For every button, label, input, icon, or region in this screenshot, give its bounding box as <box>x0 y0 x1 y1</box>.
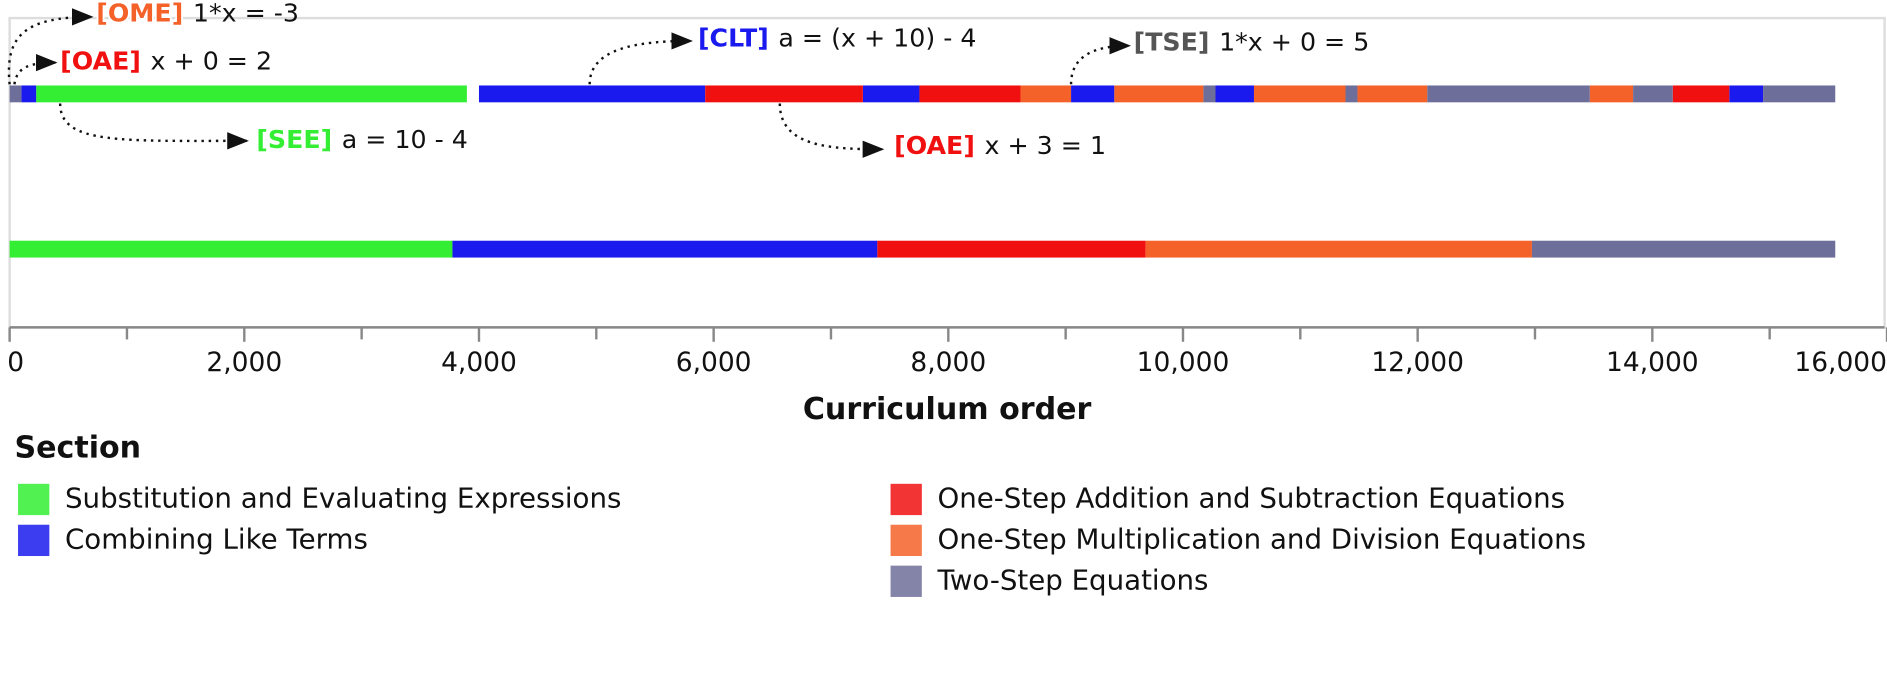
annotation-text: a = (x + 10) - 4 <box>778 24 976 53</box>
annotation-arrow <box>778 103 885 158</box>
x-tick-label: 12,000 <box>1371 347 1464 378</box>
curriculum-segment <box>1215 85 1254 103</box>
annotation: [CLT] a = (x + 10) - 4 <box>698 24 976 53</box>
baseline-segment <box>1531 240 1836 258</box>
x-tick-label: 4,000 <box>441 347 517 378</box>
x-tick-label: 6,000 <box>676 347 752 378</box>
curriculum-segment <box>919 85 1021 103</box>
annotation-text: a = 10 - 4 <box>342 125 468 154</box>
annotation-text: x + 0 = 2 <box>151 47 273 76</box>
x-axis-title: Curriculum order <box>803 392 1092 427</box>
curriculum-segment <box>1427 85 1590 103</box>
plot-frame <box>8 16 1886 329</box>
baseline-segment <box>452 240 878 258</box>
annotation: [SEE] a = 10 - 4 <box>256 125 468 154</box>
annotation-text: 1*x + 0 = 5 <box>1219 27 1369 56</box>
annotation-arrow <box>588 32 693 85</box>
annotation-arrow <box>58 103 249 150</box>
x-tick-label: 0 <box>7 347 24 378</box>
curriculum-segment <box>705 85 863 103</box>
legend-label: One-Step Addition and Subtraction Equati… <box>937 481 1565 514</box>
x-tick-label: 10,000 <box>1137 347 1230 378</box>
annotation-text: x + 3 = 1 <box>985 131 1107 160</box>
baseline-segment <box>877 240 1146 258</box>
annotation-arrow <box>1069 37 1131 85</box>
annotation-tag: [SEE] <box>256 125 332 154</box>
curriculum-segment <box>1253 85 1346 103</box>
curriculum-segment <box>1589 85 1634 103</box>
annotation-tag: [OAE] <box>60 47 141 76</box>
curriculum-segment <box>1763 85 1836 103</box>
legend-label: One-Step Multiplication and Division Equ… <box>937 522 1586 555</box>
curriculum-segment <box>9 85 22 103</box>
legend-swatch <box>890 483 922 516</box>
annotation-arrow <box>13 53 58 85</box>
curriculum-segment <box>1020 85 1072 103</box>
baseline-segment <box>1145 240 1532 258</box>
annotation: [OME] 1*x = -3 <box>96 0 299 27</box>
annotation-arrow <box>7 8 94 85</box>
legend-swatch <box>18 524 50 557</box>
curriculum-segment <box>1114 85 1204 103</box>
curriculum-segment <box>36 85 467 103</box>
legend-title: Section <box>14 430 141 465</box>
curriculum-segment <box>1729 85 1764 103</box>
legend-label: Combining Like Terms <box>65 522 368 555</box>
curriculum-segment <box>1345 85 1358 103</box>
legend-label: Two-Step Equations <box>936 563 1208 596</box>
legend-label: Substitution and Evaluating Expressions <box>65 481 621 514</box>
annotation-tag: [OME] <box>96 0 183 27</box>
annotation: [OAE] x + 3 = 1 <box>894 131 1106 160</box>
annotation: [TSE] 1*x + 0 = 5 <box>1134 27 1370 56</box>
legend-swatch <box>890 565 922 597</box>
legend-swatch <box>18 483 50 516</box>
curriculum-segment <box>1672 85 1730 103</box>
annotation-tag: [CLT] <box>698 24 769 53</box>
curriculum-segment <box>478 85 706 103</box>
curriculum-segment <box>862 85 920 103</box>
annotation-tag: [TSE] <box>1134 27 1210 56</box>
curriculum-segment <box>1203 85 1216 103</box>
annotation: [OAE] x + 0 = 2 <box>60 47 272 76</box>
x-tick-label: 14,000 <box>1606 347 1699 378</box>
x-tick-label: 16,000 <box>1794 347 1887 378</box>
x-tick-label: 8,000 <box>910 347 986 378</box>
curriculum-segment <box>21 85 37 103</box>
legend-swatch <box>890 524 922 557</box>
baseline-segment <box>9 240 453 258</box>
annotation-text: 1*x = -3 <box>193 0 299 27</box>
x-tick-label: 2,000 <box>206 347 282 378</box>
curriculum-segment <box>1357 85 1428 103</box>
annotation-tag: [OAE] <box>894 131 975 160</box>
curriculum-segment <box>1071 85 1115 103</box>
curriculum-segment <box>1633 85 1673 103</box>
